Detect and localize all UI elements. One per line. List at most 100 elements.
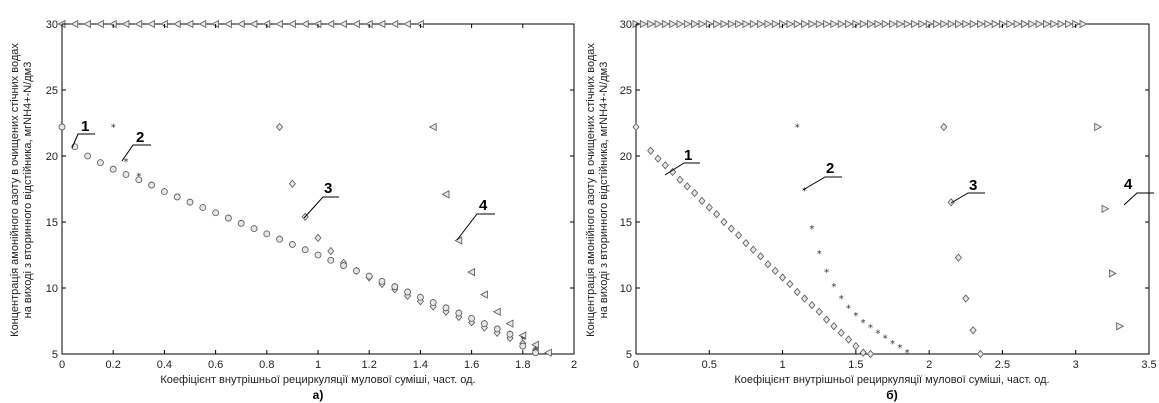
data-point-series-2: * xyxy=(861,318,866,329)
data-point-top-row xyxy=(911,19,919,29)
data-point-series-3 xyxy=(969,326,977,335)
panel-label-b: б) xyxy=(886,388,897,402)
x-tick-label: 1 xyxy=(315,359,321,371)
data-point-series-4 xyxy=(492,307,501,316)
data-point-series-1 xyxy=(493,325,501,333)
data-point-series-1 xyxy=(866,349,875,359)
y-tick-label: 30 xyxy=(620,19,632,31)
data-point-top-row xyxy=(771,19,780,29)
data-point-series-4 xyxy=(1101,204,1110,213)
data-point-top-row xyxy=(815,19,824,29)
data-point-top-row xyxy=(300,19,309,29)
data-point-top-row xyxy=(134,19,143,29)
data-point-series-2: * xyxy=(839,294,844,305)
y-tick-label: 10 xyxy=(620,283,632,295)
data-point-top-row xyxy=(735,19,743,29)
x-tick-label: 0.6 xyxy=(208,359,223,371)
callout-4-a: 4 xyxy=(456,197,495,241)
data-point-series-1 xyxy=(160,188,168,196)
data-point-series-1 xyxy=(352,267,360,275)
data-point-top-row xyxy=(837,19,846,29)
data-point-top-row xyxy=(83,19,91,29)
data-point-series-1 xyxy=(237,219,245,227)
y-tick-label: 15 xyxy=(620,217,632,229)
data-point-series-2: * xyxy=(883,334,888,345)
data-point-series-1 xyxy=(793,287,801,297)
data-point-series-4 xyxy=(467,267,476,277)
data-point-series-4 xyxy=(544,348,552,357)
y-tick-label: 5 xyxy=(626,349,632,361)
data-point-series-1 xyxy=(713,209,721,219)
data-point-series-2: * xyxy=(831,282,836,293)
data-point-top-row xyxy=(236,19,245,29)
data-point-series-2: * xyxy=(824,268,829,279)
y-tick-label: 20 xyxy=(46,151,58,163)
data-point-series-2: * xyxy=(111,122,116,133)
data-point-top-row xyxy=(933,19,941,29)
y-tick-label: 20 xyxy=(620,151,632,163)
data-point-series-1 xyxy=(429,299,437,306)
data-point-series-1 xyxy=(365,272,373,280)
y-tick-label: 15 xyxy=(46,217,58,229)
data-point-series-1 xyxy=(859,348,867,357)
data-point-series-2: * xyxy=(897,343,902,354)
data-point-series-1 xyxy=(480,320,488,328)
data-point-series-2: * xyxy=(809,224,814,235)
data-point-series-1 xyxy=(391,283,399,291)
data-point-top-row xyxy=(940,19,949,29)
data-point-series-1 xyxy=(808,301,816,310)
data-point-top-row xyxy=(275,19,284,29)
data-point-top-row xyxy=(984,19,993,29)
x-tick-label: 2 xyxy=(571,359,577,371)
data-point-top-row xyxy=(1035,19,1044,29)
data-point-series-1 xyxy=(314,251,322,259)
data-point-top-row xyxy=(121,19,130,29)
data-point-top-row xyxy=(249,19,258,29)
x-tick-label: 0.5 xyxy=(702,359,717,371)
y-tick-label: 25 xyxy=(620,85,632,97)
data-point-series-1 xyxy=(837,328,845,337)
x-tick-label: 0 xyxy=(633,359,639,371)
plot-frame-a xyxy=(61,23,575,355)
data-point-top-row xyxy=(1043,19,1051,29)
data-point-series-2: * xyxy=(817,249,822,260)
callout-label: 2 xyxy=(826,160,834,177)
data-point-top-row xyxy=(1057,19,1066,29)
chart-panel-b: Концентрація амонійного азоту в очищених… xyxy=(585,19,1157,402)
data-point-top-row xyxy=(793,19,802,29)
data-point-top-row xyxy=(1006,19,1015,29)
data-point-top-row xyxy=(70,19,79,29)
data-point-series-1 xyxy=(276,235,284,243)
data-point-series-1 xyxy=(845,335,853,344)
callout-2-b: 2 xyxy=(802,160,842,191)
data-point-series-3 xyxy=(976,349,984,359)
callout-3-b: 3 xyxy=(950,177,985,204)
data-point-top-row xyxy=(172,19,181,29)
callout-1-b: 1 xyxy=(664,147,700,176)
data-point-top-row xyxy=(889,19,897,29)
y-tick-label: 30 xyxy=(46,19,58,31)
y-tick-label: 10 xyxy=(46,283,58,295)
data-point-series-3 xyxy=(940,122,948,132)
callout-label: 3 xyxy=(969,177,977,194)
data-point-series-1 xyxy=(122,171,130,178)
data-point-series-4 xyxy=(1108,269,1117,278)
y-axis-label-line2-a: на виході з вторинного відстійника, мгNH… xyxy=(22,62,34,319)
data-point-top-row xyxy=(339,19,348,29)
data-point-series-4 xyxy=(428,122,437,132)
data-point-top-row xyxy=(830,19,839,29)
y-tick-label: 5 xyxy=(52,349,58,361)
data-point-series-1 xyxy=(135,176,143,184)
data-point-series-3 xyxy=(314,233,322,242)
data-point-top-row xyxy=(326,19,335,29)
data-point-series-3 xyxy=(962,294,970,303)
data-point-top-row xyxy=(903,19,912,29)
data-point-top-row xyxy=(962,19,971,29)
data-point-series-3 xyxy=(288,179,296,188)
data-point-series-2: * xyxy=(905,348,910,359)
chart-panel-a: Концентрація амонійного азоту в очищених… xyxy=(9,19,577,402)
data-point-series-1 xyxy=(830,322,838,331)
data-point-series-1 xyxy=(661,161,669,170)
data-point-series-1 xyxy=(173,193,181,201)
data-point-series-1 xyxy=(815,307,823,316)
